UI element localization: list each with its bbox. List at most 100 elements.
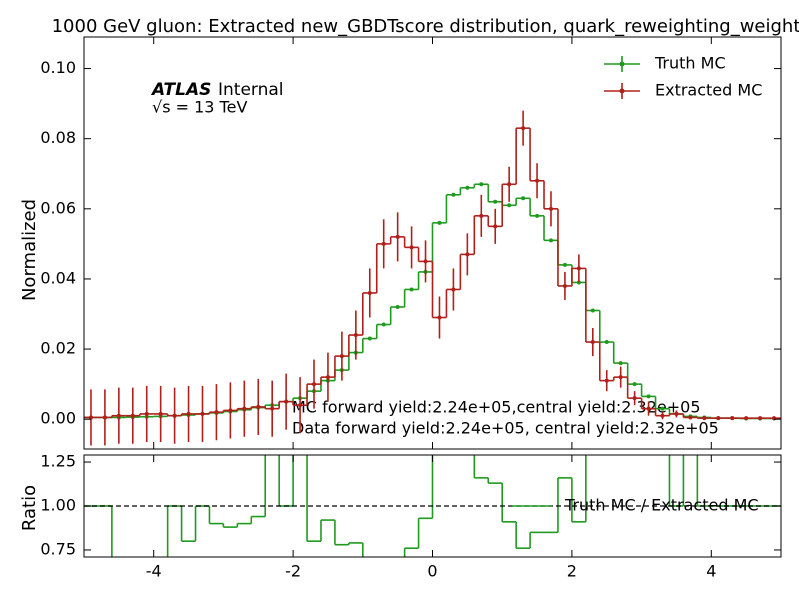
axes-frame: [83, 454, 782, 558]
legend-label: Truth MC: [654, 54, 726, 73]
data-point: [144, 411, 149, 416]
x-tick-label: 4: [706, 562, 716, 581]
data-point: [395, 234, 400, 239]
data-point: [451, 287, 456, 292]
data-point: [367, 336, 372, 341]
annotation: MC forward yield:2.24e+05,central yield:…: [292, 398, 701, 417]
series-group: [84, 110, 781, 446]
y-tick-label: 0.10: [40, 58, 76, 77]
data-point: [548, 238, 553, 243]
y-tick-label: 0.02: [40, 339, 76, 358]
data-point: [381, 322, 386, 327]
legend-marker: [619, 61, 625, 67]
y-tick-label: 1.00: [40, 496, 76, 515]
data-point: [590, 340, 595, 345]
data-point: [758, 416, 763, 421]
data-point: [284, 399, 289, 404]
data-point: [451, 192, 456, 197]
data-point: [381, 241, 386, 246]
data-point: [479, 213, 484, 218]
data-point: [312, 382, 317, 387]
data-point: [437, 315, 442, 320]
y-tick-label: 0.06: [40, 198, 76, 217]
data-point: [521, 126, 526, 131]
data-point: [590, 308, 595, 313]
y-tick-label: 1.25: [40, 452, 76, 471]
data-point: [200, 411, 205, 416]
data-point: [604, 378, 609, 383]
data-point: [242, 406, 247, 411]
x-tick-label: -4: [146, 562, 162, 581]
data-point: [353, 333, 358, 338]
data-point: [618, 375, 623, 380]
data-point: [548, 206, 553, 211]
atlas-status: Internal: [218, 80, 284, 100]
legend-marker: [619, 88, 625, 94]
data-point: [632, 382, 637, 387]
data-point: [228, 408, 233, 413]
data-point: [632, 396, 637, 401]
legend-label: Extracted MC: [655, 81, 762, 100]
annotation: Data forward yield:2.24e+05, central yie…: [292, 419, 719, 438]
data-point: [535, 213, 540, 218]
y-axis-label: Ratio: [19, 485, 40, 531]
data-point: [507, 182, 512, 187]
data-point: [437, 220, 442, 225]
data-point: [660, 406, 665, 411]
data-point: [256, 404, 261, 409]
data-point: [116, 413, 121, 418]
data-point: [172, 413, 177, 418]
data-point: [88, 415, 93, 420]
data-point: [130, 413, 135, 418]
data-point: [367, 290, 372, 295]
data-point: [479, 182, 484, 187]
data-point: [576, 266, 581, 271]
data-point: [270, 406, 275, 411]
data-point: [702, 416, 707, 421]
data-point: [521, 196, 526, 201]
atlas-label: ATLAS: [150, 80, 211, 100]
y-tick-label: 0.08: [40, 128, 76, 147]
data-point: [158, 411, 163, 416]
x-tick-label: 0: [427, 562, 437, 581]
data-point: [465, 185, 470, 190]
y-axis-label: Normalized: [19, 199, 40, 301]
data-point: [298, 403, 303, 408]
data-point: [409, 245, 414, 250]
data-point: [493, 224, 498, 229]
data-point: [604, 340, 609, 345]
data-point: [730, 416, 735, 421]
data-point: [646, 406, 651, 411]
legend-label: Truth MC / Extracted MC: [564, 496, 759, 515]
data-point: [618, 361, 623, 366]
data-point: [395, 304, 400, 309]
plot-area: 0.00 0.02 0.04 0.06 0.08 0.10 0.75 1.00 1.25 -4 -2…: [40, 36, 782, 581]
data-point: [535, 178, 540, 183]
chart-title: 1000 GeV gluon: Extracted new_GBDTscore …: [52, 16, 799, 37]
data-point: [507, 203, 512, 208]
data-point: [214, 410, 219, 415]
y-tick-label: 0.04: [40, 268, 76, 287]
data-point: [646, 394, 651, 399]
energy-label: √s = 13 TeV: [152, 98, 247, 117]
y-tick-label: 0.75: [40, 539, 76, 558]
y-tick-label: 0.00: [40, 409, 76, 428]
data-point: [102, 415, 107, 420]
x-tick-label: -2: [285, 562, 301, 581]
data-point: [744, 416, 749, 421]
data-point: [493, 199, 498, 204]
x-tick-label: 2: [567, 562, 577, 581]
data-point: [688, 415, 693, 420]
data-point: [674, 411, 679, 416]
data-point: [465, 252, 470, 257]
data-point: [716, 416, 721, 421]
data-point: [339, 354, 344, 359]
data-point: [423, 259, 428, 264]
data-point: [562, 262, 567, 267]
data-point: [562, 283, 567, 288]
data-point: [325, 375, 330, 380]
data-point: [186, 411, 191, 416]
data-point: [409, 287, 414, 292]
